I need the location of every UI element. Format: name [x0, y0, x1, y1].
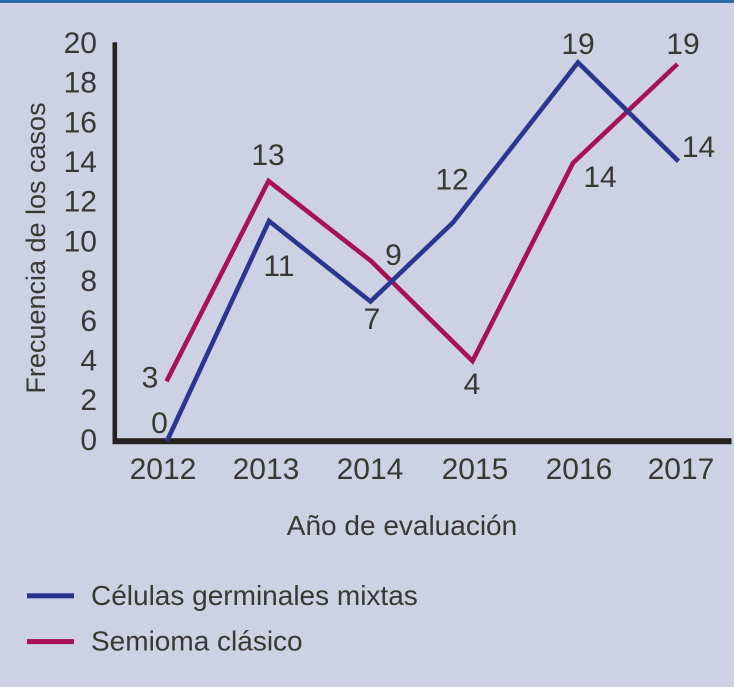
- svg-text:0: 0: [151, 407, 168, 440]
- svg-text:4: 4: [80, 345, 97, 378]
- svg-text:2017: 2017: [648, 453, 715, 486]
- svg-text:2: 2: [80, 384, 97, 417]
- svg-text:11: 11: [263, 250, 294, 283]
- svg-text:20: 20: [64, 27, 97, 60]
- svg-text:3: 3: [142, 362, 159, 395]
- svg-text:2014: 2014: [337, 453, 404, 486]
- svg-text:4: 4: [464, 368, 481, 401]
- svg-text:Frecuencia de los casos: Frecuencia de los casos: [21, 102, 51, 393]
- svg-text:12: 12: [435, 164, 468, 197]
- svg-text:18: 18: [64, 67, 97, 100]
- svg-text:19: 19: [666, 28, 699, 61]
- svg-text:2015: 2015: [442, 453, 509, 486]
- svg-text:10: 10: [64, 225, 97, 258]
- svg-text:12: 12: [64, 186, 97, 219]
- svg-text:14: 14: [64, 146, 97, 179]
- svg-text:Semioma clásico: Semioma clásico: [91, 626, 303, 657]
- svg-text:14: 14: [682, 131, 715, 164]
- svg-text:19: 19: [561, 28, 594, 61]
- svg-text:7: 7: [364, 303, 381, 336]
- svg-text:Año de evaluación: Año de evaluación: [287, 510, 517, 541]
- svg-text:6: 6: [80, 305, 97, 338]
- svg-text:14: 14: [583, 161, 616, 194]
- svg-text:8: 8: [80, 265, 97, 298]
- svg-text:2012: 2012: [130, 453, 197, 486]
- svg-text:13: 13: [251, 139, 284, 172]
- svg-text:0: 0: [80, 424, 97, 457]
- svg-text:2016: 2016: [546, 453, 613, 486]
- svg-text:9: 9: [385, 239, 402, 272]
- svg-text:Células germinales mixtas: Células germinales mixtas: [91, 580, 418, 611]
- svg-text:16: 16: [64, 106, 97, 139]
- svg-text:2013: 2013: [233, 453, 300, 486]
